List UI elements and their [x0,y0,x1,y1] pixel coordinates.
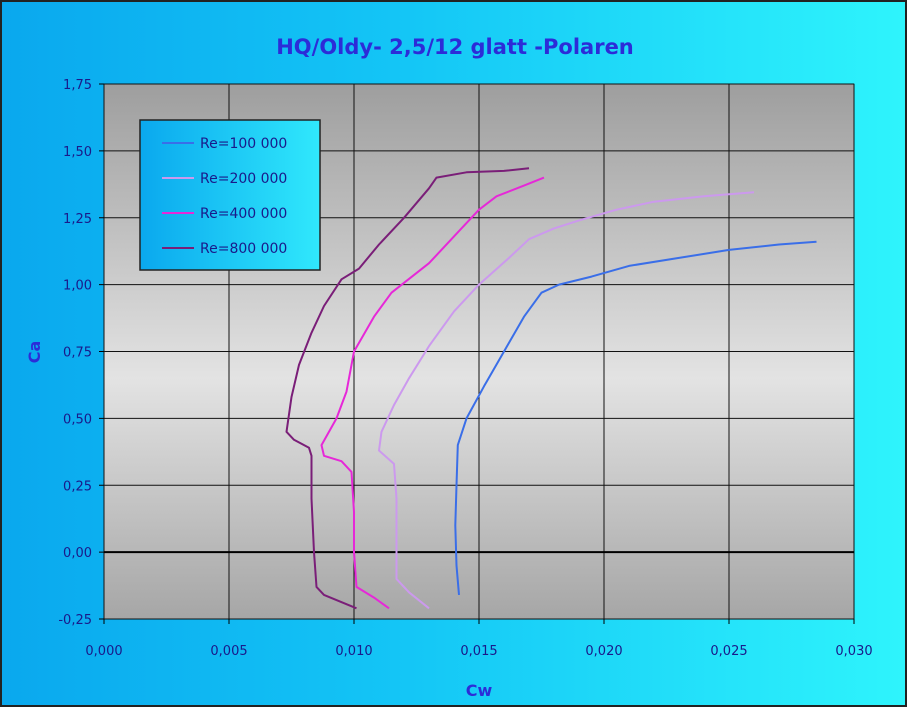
y-axis-label: Ca [25,341,44,364]
series-line-0 [454,240,817,595]
series-line-1 [378,191,755,610]
y-tick-label-8: 1,75 [63,78,92,93]
y-tick-label-3: 0,50 [63,412,92,427]
x-tick-label-3: 0,015 [460,644,497,659]
y-tick-label-2: 0,25 [63,479,92,494]
legend-box [139,119,321,271]
y-tick-label-1: 0,00 [63,546,92,561]
x-tick-label-5: 0,025 [710,644,747,659]
x-axis-label: Cw [466,681,493,700]
legend-label-2: Re=400 000 [200,206,287,222]
y-tick-label-0: -0,25 [58,613,92,628]
x-tick-label-6: 0,030 [835,644,872,659]
y-tick-label-6: 1,25 [63,212,92,227]
chart-title: HQ/Oldy- 2,5/12 glatt -Polaren [276,35,634,59]
legend-label-1: Re=200 000 [200,171,287,187]
y-tick-label-7: 1,50 [63,145,92,160]
y-tick-label-5: 1,00 [63,279,92,294]
y-tick-label-4: 0,75 [63,346,92,361]
legend: Re=100 000 Re=200 000 Re=400 000 Re=800 000 [139,119,321,271]
x-tick-label-0: 0,000 [85,644,122,659]
legend-label-3: Re=800 000 [200,241,287,257]
series-line-2 [320,176,545,610]
x-tick-label-4: 0,020 [585,644,622,659]
y-tick-labels: -0,25 0,00 0,25 0,50 0,75 1,00 1,25 1,50 1,75 [58,78,104,628]
x-tick-labels: 0,000 0,005 0,010 0,015 0,020 0,025 0,030 [85,619,873,659]
series-lines [285,167,817,610]
x-tick-label-2: 0,010 [335,644,372,659]
legend-label-0: Re=100 000 [200,136,287,152]
series-line-3 [285,167,530,610]
x-tick-label-1: 0,005 [210,644,247,659]
